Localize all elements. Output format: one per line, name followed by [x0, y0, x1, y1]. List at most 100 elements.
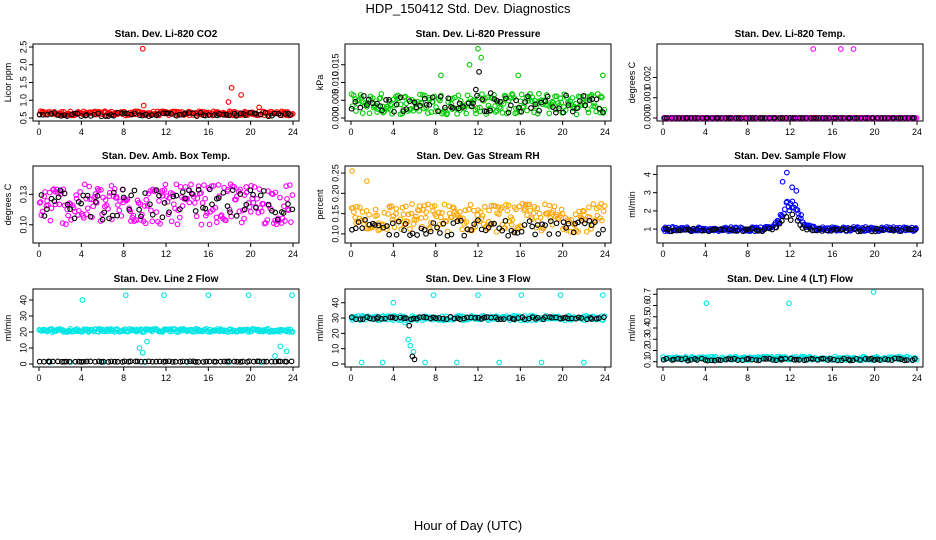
data-point — [284, 196, 290, 202]
data-point — [467, 201, 474, 208]
data-point — [109, 216, 115, 223]
data-point — [390, 299, 397, 306]
data-point — [352, 225, 359, 232]
data-point — [289, 292, 295, 299]
data-point — [722, 115, 729, 121]
data-point — [449, 214, 455, 220]
data-point — [479, 212, 486, 219]
x-tick-label: 20 — [870, 373, 880, 383]
data-point — [191, 329, 197, 335]
data-point — [357, 316, 364, 322]
data-point — [475, 217, 481, 224]
x-tick-label: 4 — [391, 127, 396, 137]
data-point — [253, 204, 259, 211]
data-point — [120, 186, 126, 193]
data-point — [717, 357, 724, 364]
data-point — [165, 110, 171, 117]
x-tick-label: 12 — [473, 373, 483, 383]
data-point — [271, 110, 278, 117]
data-point — [427, 315, 434, 322]
data-point — [411, 216, 418, 223]
data-point — [393, 101, 400, 108]
y-tick-label: 10 — [330, 344, 340, 354]
data-point — [538, 359, 545, 366]
data-point — [518, 91, 525, 98]
data-point — [82, 112, 89, 119]
x-tick-label: 4 — [391, 249, 396, 259]
data-point — [734, 227, 741, 234]
data-point — [487, 107, 493, 114]
data-point — [108, 358, 115, 365]
data-point — [360, 316, 366, 322]
data-point — [54, 186, 60, 193]
data-point — [277, 343, 284, 350]
data-point — [139, 349, 146, 356]
data-point — [122, 292, 129, 299]
data-point — [507, 102, 514, 109]
data-point — [83, 211, 90, 217]
data-point — [441, 201, 448, 208]
data-point — [539, 221, 546, 228]
x-tick-label: 0 — [348, 373, 353, 383]
data-point — [383, 97, 389, 103]
data-point — [247, 187, 254, 194]
data-point — [84, 205, 91, 212]
data-point — [92, 358, 98, 365]
x-tick-label: 24 — [600, 127, 610, 137]
data-point — [226, 112, 233, 119]
data-point — [161, 292, 167, 299]
data-point — [186, 187, 192, 194]
data-point — [865, 225, 871, 232]
data-point — [735, 115, 742, 121]
data-point — [468, 227, 475, 233]
data-point — [231, 358, 238, 365]
data-point — [36, 200, 43, 206]
y-tick-label: 0.10 — [330, 225, 340, 243]
y-tick-label: 30 — [18, 311, 28, 321]
data-point — [601, 314, 607, 321]
data-point — [582, 102, 589, 109]
data-point — [790, 115, 796, 121]
x-tick-label: 4 — [79, 373, 84, 383]
x-tick-label: 12 — [161, 127, 171, 137]
data-point — [711, 357, 718, 364]
data-point — [880, 227, 887, 234]
data-point — [72, 110, 78, 117]
data-point — [413, 213, 419, 220]
data-point — [521, 222, 528, 228]
data-point — [857, 357, 864, 363]
data-point — [257, 111, 264, 118]
data-point — [206, 112, 212, 118]
data-point — [430, 314, 437, 321]
data-point — [48, 205, 55, 212]
data-point — [170, 193, 177, 200]
data-point — [743, 115, 749, 121]
data-point — [144, 338, 150, 345]
chart-panel-2: Stan. Dev. Li-820 Pressure kPa 0 4 8 12 16 20 24… — [315, 29, 612, 137]
data-point — [126, 206, 133, 213]
data-point — [176, 214, 183, 221]
data-point — [102, 197, 109, 203]
data-point — [460, 104, 466, 110]
data-point — [704, 357, 711, 364]
data-point — [497, 316, 504, 323]
data-point — [898, 228, 904, 234]
data-point — [709, 115, 716, 121]
data-point — [250, 358, 257, 365]
data-point — [547, 215, 554, 221]
data-point — [534, 314, 541, 321]
data-point — [872, 228, 879, 235]
data-point — [418, 215, 425, 221]
data-point — [228, 84, 235, 91]
data-point — [414, 232, 421, 238]
data-point — [563, 225, 569, 231]
y-tick-label: 0.6 — [642, 299, 652, 312]
data-point — [527, 207, 533, 214]
data-point — [138, 358, 144, 365]
data-point — [44, 111, 51, 118]
data-point — [55, 358, 61, 365]
x-tick-label: 8 — [745, 127, 750, 137]
data-point — [64, 201, 71, 208]
data-point — [562, 224, 568, 230]
